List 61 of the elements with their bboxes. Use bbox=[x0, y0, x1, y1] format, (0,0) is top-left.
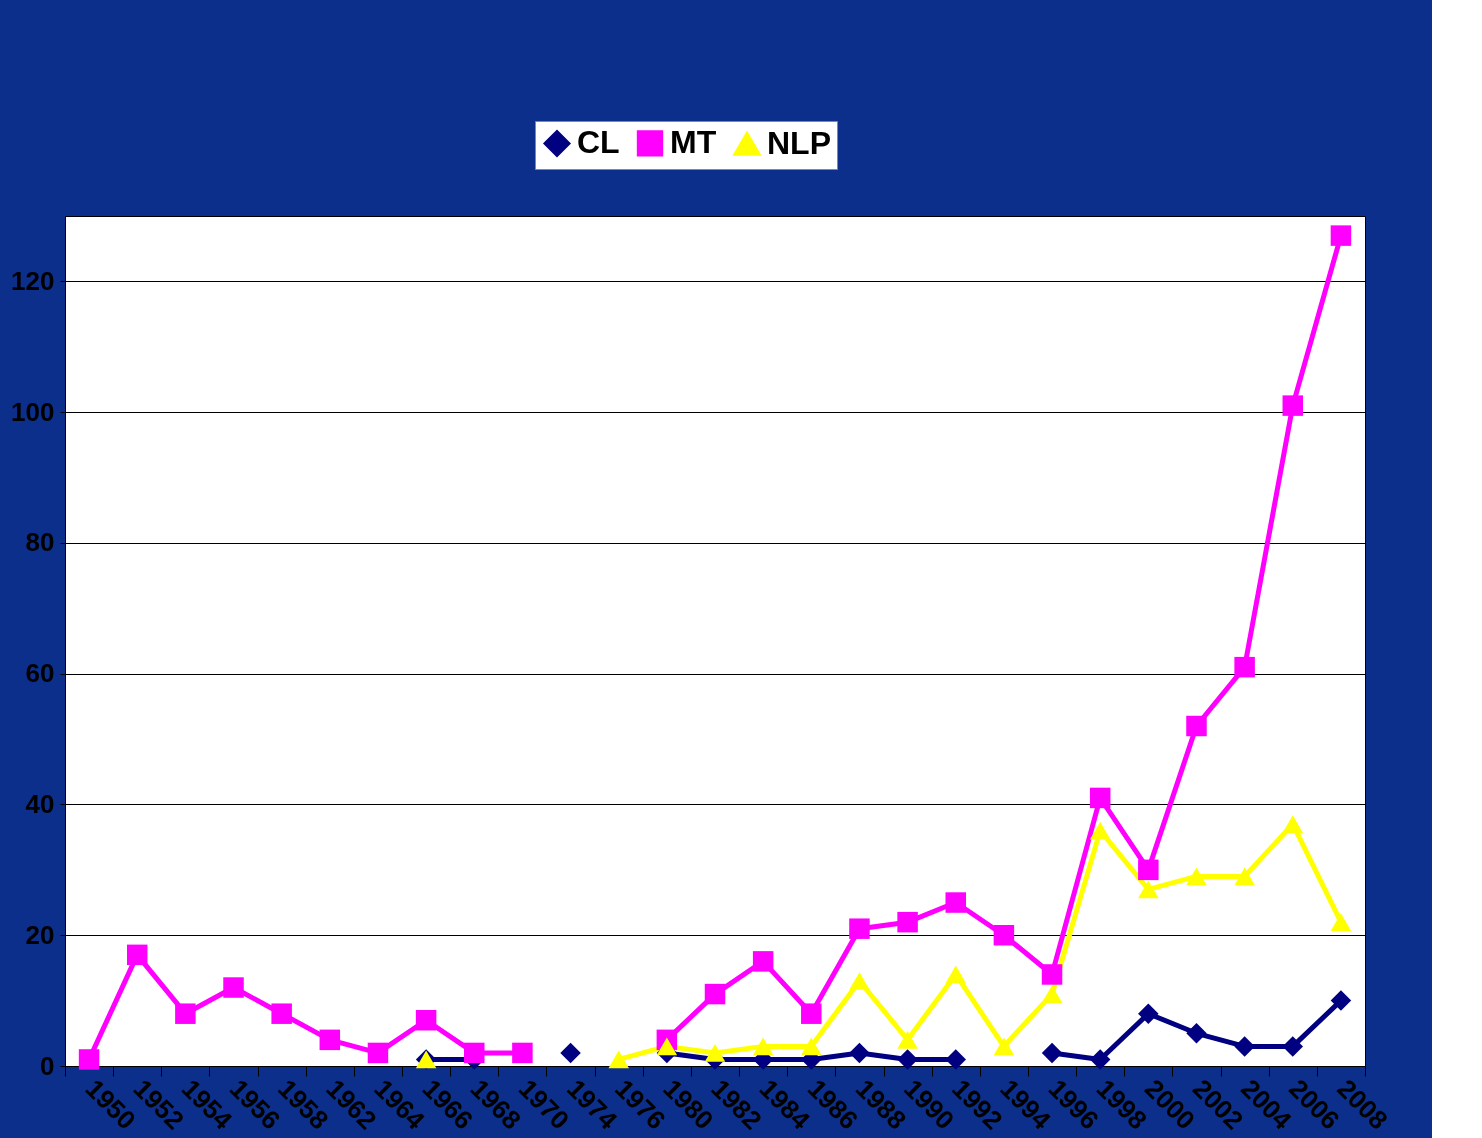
point bbox=[175, 1003, 196, 1024]
y-tick-label: 100 bbox=[11, 396, 55, 427]
point bbox=[415, 1009, 437, 1031]
legend-label: CL bbox=[577, 124, 620, 161]
point bbox=[1089, 787, 1111, 809]
point bbox=[752, 1037, 774, 1056]
point bbox=[897, 1049, 918, 1070]
point bbox=[801, 1003, 822, 1024]
point bbox=[993, 924, 1015, 946]
point bbox=[656, 1037, 678, 1056]
point bbox=[1186, 715, 1207, 737]
point bbox=[849, 918, 870, 939]
point bbox=[752, 951, 774, 972]
point bbox=[1330, 225, 1352, 246]
legend-label: MT bbox=[670, 124, 717, 161]
point bbox=[512, 1042, 533, 1064]
y-tick-label: 20 bbox=[25, 919, 55, 950]
legend-label: NLP bbox=[767, 125, 831, 162]
point bbox=[1041, 964, 1063, 985]
y-tick-label: 60 bbox=[25, 658, 55, 689]
point bbox=[126, 944, 148, 966]
point bbox=[560, 1042, 581, 1064]
point bbox=[271, 1003, 292, 1024]
point bbox=[608, 1050, 629, 1069]
point bbox=[1138, 1003, 1159, 1024]
point bbox=[849, 972, 870, 990]
point bbox=[704, 1044, 726, 1062]
point bbox=[945, 892, 966, 913]
point bbox=[1234, 867, 1255, 886]
point bbox=[319, 1029, 341, 1051]
point bbox=[1186, 1023, 1207, 1044]
y-tick-label: 0 bbox=[40, 1050, 55, 1081]
point bbox=[223, 977, 244, 998]
point bbox=[1330, 913, 1352, 932]
point bbox=[1041, 1042, 1063, 1064]
point bbox=[1282, 815, 1304, 833]
point bbox=[945, 965, 966, 984]
point bbox=[1138, 859, 1159, 881]
y-tick-label: 40 bbox=[25, 788, 55, 819]
point bbox=[78, 1049, 100, 1070]
point bbox=[849, 1042, 870, 1064]
point bbox=[704, 983, 726, 1005]
point bbox=[464, 1042, 485, 1064]
point bbox=[1089, 1049, 1111, 1070]
point bbox=[1138, 880, 1159, 899]
point bbox=[945, 1049, 966, 1070]
point bbox=[1234, 1036, 1255, 1057]
y-tick-label: 120 bbox=[11, 265, 55, 296]
point bbox=[801, 1037, 822, 1056]
point bbox=[897, 1030, 918, 1049]
point bbox=[897, 911, 918, 933]
point bbox=[1186, 867, 1207, 886]
point bbox=[1089, 821, 1111, 840]
point bbox=[993, 1037, 1015, 1056]
point bbox=[1330, 990, 1352, 1011]
point bbox=[1234, 656, 1255, 678]
point bbox=[1041, 985, 1063, 1003]
y-tick-label: 80 bbox=[25, 527, 55, 558]
point bbox=[367, 1042, 389, 1064]
point bbox=[1282, 1036, 1304, 1057]
point bbox=[1282, 395, 1304, 416]
